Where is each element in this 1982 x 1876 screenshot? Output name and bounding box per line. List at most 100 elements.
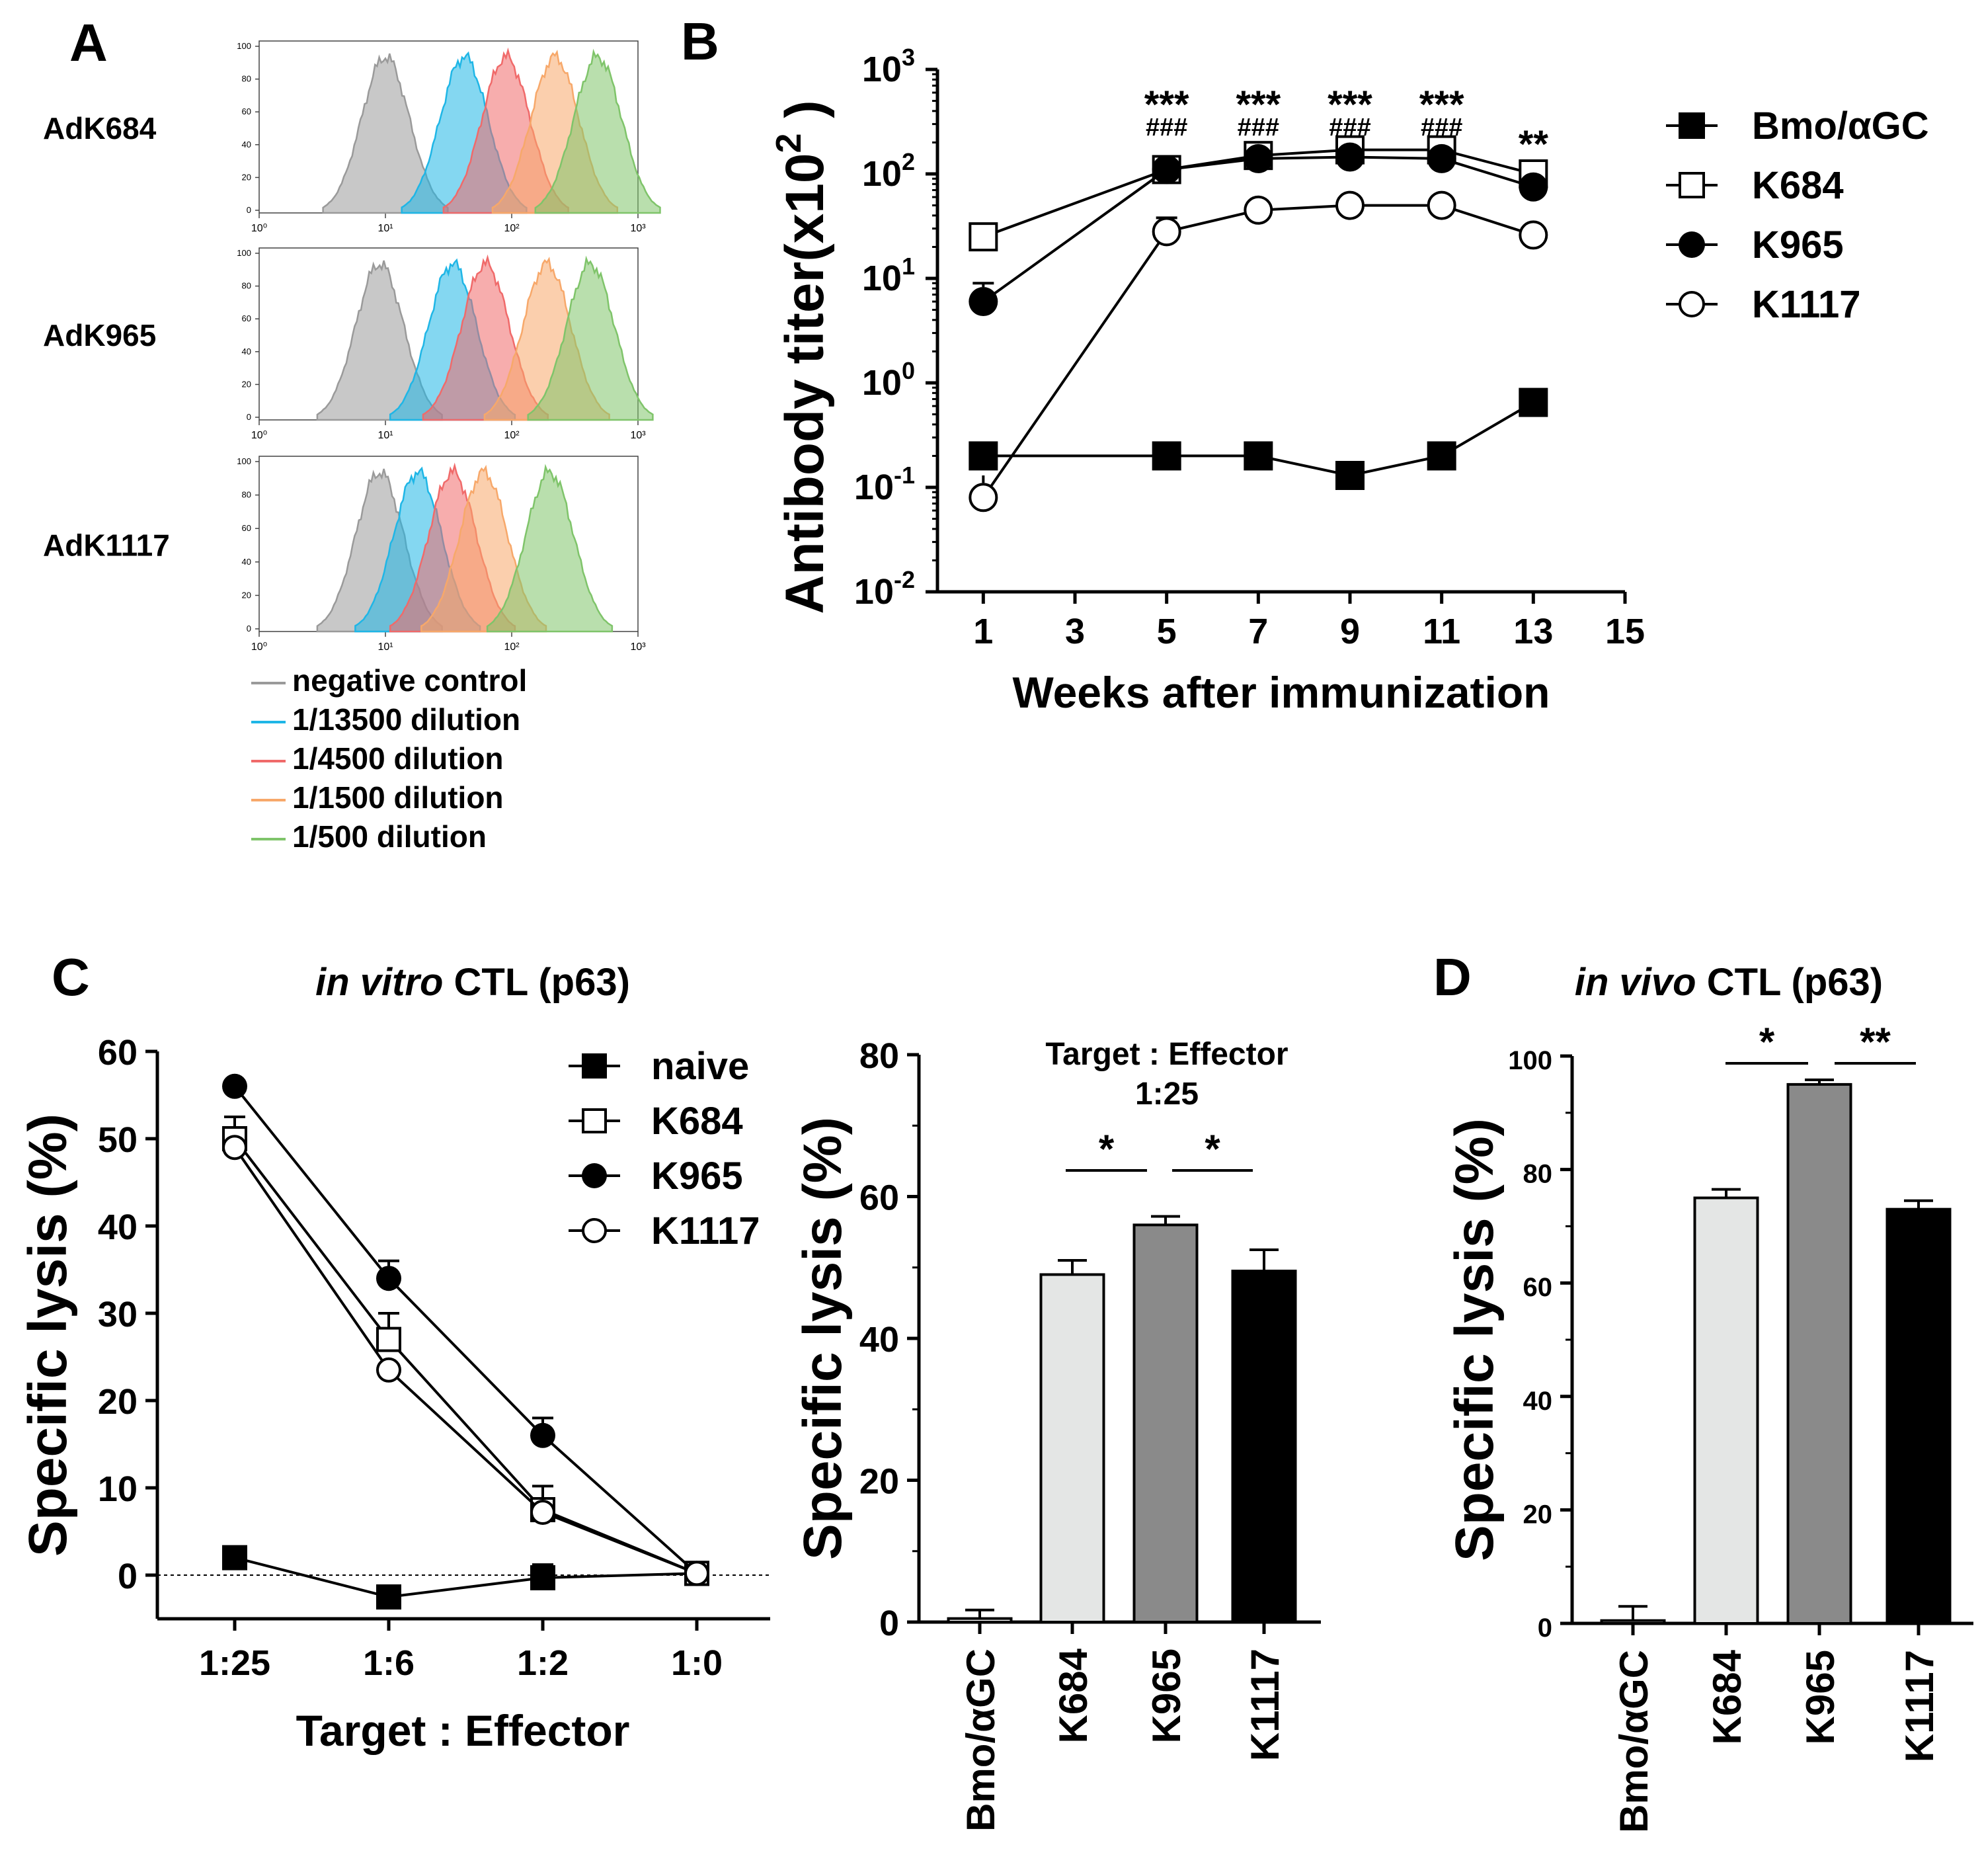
x-tick-label: 5 — [1157, 612, 1177, 651]
bar-k965 — [1786, 1082, 1852, 1625]
panel-title: in vivo CTL (p63) — [1575, 961, 1883, 1004]
legend-label: K1117 — [651, 1209, 760, 1252]
legend-marker — [1679, 172, 1705, 198]
bar-title-line1: Target : Effector — [1045, 1037, 1288, 1072]
x-tick-label: Bmo/αGC — [959, 1649, 1003, 1832]
x-tick-label: 1 — [973, 612, 993, 651]
y-tick-label: 20 — [242, 379, 251, 389]
histogram-peak — [527, 255, 654, 421]
y-tick-base: 10 — [854, 468, 894, 507]
data-point — [376, 1326, 401, 1352]
bar-k1117 — [1231, 1270, 1297, 1624]
significance-stars: * — [1759, 1020, 1775, 1064]
x-tick-label: 1:6 — [363, 1643, 415, 1683]
significance-stars: *** — [1328, 83, 1372, 126]
legend-label: naive — [651, 1045, 749, 1088]
y-tick-label: 0 — [247, 205, 251, 215]
legend-label: K684 — [651, 1100, 743, 1143]
x-axis-label: Weeks after immunization — [1013, 668, 1550, 717]
x-tick-label: 10¹ — [377, 641, 393, 653]
row-label: AdK1117 — [43, 528, 170, 563]
series-bmo-gc — [969, 387, 1548, 490]
y-tick-label: 10-2 — [854, 566, 915, 612]
x-tick-label: 7 — [1248, 612, 1268, 651]
data-point — [969, 441, 998, 471]
y-tick-base: 10 — [862, 154, 902, 194]
row-label: AdK965 — [43, 318, 156, 352]
x-tick-label: K965 — [1798, 1650, 1843, 1744]
panel-label-a: A — [69, 13, 108, 72]
data-point — [376, 1584, 401, 1610]
y-tick-exponent: 3 — [902, 44, 915, 71]
x-tick-label: 10² — [504, 430, 520, 441]
y-axis-label: Specific lysis (%) — [18, 1114, 78, 1557]
data-point — [222, 1545, 247, 1570]
x-tick-label: 10⁰ — [251, 223, 267, 234]
legend-label: 1/1500 dilution — [292, 780, 504, 815]
y-axis-label: Specific lysis (%) — [1445, 1118, 1505, 1561]
y-tick-label: 0 — [879, 1604, 899, 1643]
x-tick-label: 10² — [504, 223, 520, 234]
data-point — [376, 1266, 401, 1291]
legend-c: naive K684 K965 K1117 — [569, 1045, 760, 1252]
x-tick-label: 10³ — [630, 641, 646, 653]
series-line — [982, 148, 1534, 239]
data-point — [1335, 190, 1365, 220]
y-tick-label: 20 — [242, 172, 251, 182]
x-tick-label: 10¹ — [377, 223, 393, 234]
y-tick-label: 60 — [859, 1178, 899, 1218]
bar-k1117 — [1885, 1207, 1952, 1625]
panel-c-bar: 80 60 40 20 0 Bmo/αGC K684 K965 K1117 Specific ly… — [793, 1036, 1321, 1832]
y-tick-label: 40 — [859, 1320, 899, 1360]
panel-title: in vitro CTL (p63) — [315, 961, 630, 1004]
x-tick-label: K684 — [1705, 1649, 1749, 1744]
x-tick-label: K684 — [1051, 1648, 1095, 1743]
data-point — [1244, 441, 1273, 471]
legend-marker — [582, 1163, 607, 1188]
y-tick-label: 60 — [242, 313, 251, 323]
x-tick-label: Bmo/αGC — [1612, 1650, 1656, 1833]
significance-hashes: ### — [1238, 114, 1279, 142]
y-tick-label: 60 — [1523, 1273, 1553, 1302]
x-tick-label: 10⁰ — [251, 430, 267, 441]
x-tick-label: 9 — [1340, 612, 1360, 651]
y-tick-label: 20 — [242, 590, 251, 600]
series-line — [233, 1147, 697, 1575]
row-label: AdK684 — [43, 111, 157, 145]
y-tick-label: 100 — [237, 456, 251, 466]
title-rest: CTL (p63) — [443, 961, 630, 1004]
x-tick-label: K1117 — [1243, 1649, 1287, 1761]
significance-stars: ** — [1860, 1020, 1891, 1064]
y-tick-label: 40 — [242, 557, 251, 567]
y-tick-base: 10 — [862, 363, 902, 403]
y-tick-base: 10 — [854, 572, 894, 612]
data-point — [530, 1499, 555, 1525]
x-tick-label: 1:2 — [517, 1643, 569, 1683]
y-tick-base: 10 — [862, 259, 902, 298]
x-axis-label: Target : Effector — [296, 1706, 630, 1755]
y-tick-label: 80 — [242, 74, 251, 84]
data-point — [1152, 441, 1181, 471]
significance-stars: *** — [1144, 83, 1189, 126]
data-point — [1152, 217, 1181, 247]
legend-a: negative control 1/13500 dilution 1/4500 d… — [251, 663, 527, 854]
histogram-peak — [486, 464, 614, 633]
y-tick-label: 0 — [247, 412, 251, 422]
panel-label-d: D — [1433, 948, 1472, 1006]
significance-stars: ** — [1519, 123, 1549, 166]
data-point — [1427, 143, 1456, 173]
data-point — [1244, 195, 1273, 225]
data-point — [1427, 190, 1456, 220]
series-k965 — [969, 142, 1548, 317]
y-tick-label: 60 — [242, 106, 251, 116]
data-point — [969, 222, 998, 252]
data-point — [1519, 387, 1548, 417]
series-line — [982, 204, 1534, 499]
title-italic: in vivo — [1575, 961, 1696, 1004]
y-tick-label: 40 — [242, 140, 251, 149]
data-point — [1244, 143, 1273, 173]
series-k1117 — [969, 190, 1548, 512]
